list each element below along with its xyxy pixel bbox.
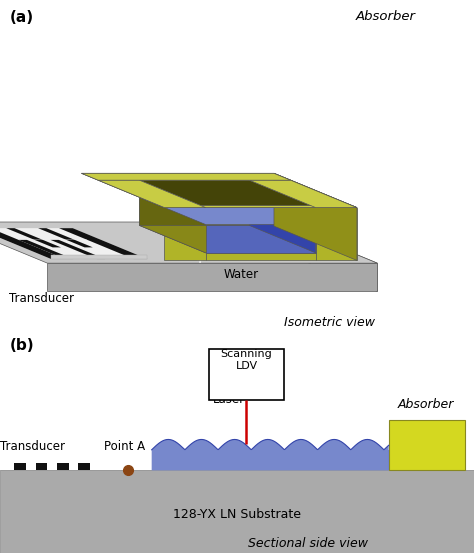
Text: Water: Water [284, 451, 325, 465]
Text: Water: Water [224, 268, 259, 281]
Bar [36, 463, 47, 471]
Polygon shape [139, 226, 316, 253]
Polygon shape [59, 228, 147, 259]
Text: +: + [196, 255, 204, 265]
Bar [57, 463, 69, 471]
Polygon shape [47, 263, 377, 291]
Bar [14, 463, 26, 471]
Text: Point A: Point A [104, 440, 146, 453]
Polygon shape [139, 180, 249, 226]
Polygon shape [82, 173, 357, 207]
Text: W: W [326, 163, 341, 177]
Polygon shape [82, 173, 291, 180]
Polygon shape [6, 228, 61, 247]
Text: Sectional side view: Sectional side view [248, 537, 368, 550]
Text: (a): (a) [9, 11, 34, 25]
Polygon shape [0, 228, 65, 259]
Polygon shape [82, 173, 357, 207]
Text: +: + [353, 197, 361, 207]
Text: +: + [196, 202, 204, 212]
Text: ℒ: ℒ [293, 238, 301, 252]
Polygon shape [159, 206, 357, 207]
Polygon shape [98, 180, 206, 207]
Polygon shape [278, 222, 377, 291]
Text: +: + [317, 248, 325, 258]
Polygon shape [274, 173, 357, 260]
Text: Isometric view: Isometric view [284, 316, 375, 328]
Polygon shape [139, 180, 316, 207]
Polygon shape [0, 228, 147, 259]
Bar [0, 471, 474, 553]
Polygon shape [38, 228, 93, 247]
Polygon shape [206, 225, 316, 253]
Polygon shape [139, 180, 206, 253]
Bar [389, 420, 465, 471]
Polygon shape [51, 255, 147, 259]
Text: Absorber: Absorber [356, 11, 416, 23]
Text: ℌ: ℌ [167, 216, 175, 230]
Polygon shape [0, 222, 377, 263]
Text: Absorber: Absorber [398, 398, 455, 411]
Text: (b): (b) [9, 338, 34, 353]
Text: Laser: Laser [213, 393, 246, 405]
Text: 128-YX LN Substrate: 128-YX LN Substrate [173, 508, 301, 521]
Polygon shape [316, 207, 357, 260]
Bar [152, 450, 389, 471]
Polygon shape [249, 197, 316, 253]
Polygon shape [274, 173, 357, 260]
Polygon shape [50, 240, 105, 259]
Polygon shape [152, 440, 389, 471]
Text: Transducer: Transducer [9, 292, 74, 305]
Polygon shape [249, 180, 357, 207]
Polygon shape [18, 240, 73, 259]
Polygon shape [164, 207, 206, 260]
Bar [78, 463, 90, 471]
Text: +: + [251, 221, 259, 231]
Polygon shape [139, 197, 316, 225]
Text: Scanning
LDV: Scanning LDV [220, 349, 273, 371]
Text: +: + [270, 163, 278, 173]
Polygon shape [206, 253, 316, 260]
Bar [209, 349, 284, 400]
Text: Transducer: Transducer [0, 440, 65, 453]
